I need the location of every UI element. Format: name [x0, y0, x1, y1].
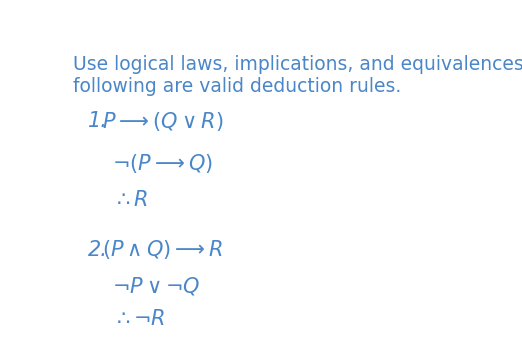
- Text: Use logical laws, implications, and equivalences to determine if the: Use logical laws, implications, and equi…: [73, 55, 522, 73]
- Text: $\therefore \neg R$: $\therefore \neg R$: [112, 310, 165, 329]
- Text: $(P \wedge Q) \longrightarrow R$: $(P \wedge Q) \longrightarrow R$: [102, 238, 223, 261]
- Text: $P \longrightarrow (Q \vee R)$: $P \longrightarrow (Q \vee R)$: [102, 110, 223, 133]
- Text: $\therefore R$: $\therefore R$: [112, 190, 148, 210]
- Text: $\neg P \vee \neg Q$: $\neg P \vee \neg Q$: [112, 275, 200, 297]
- Text: 2.: 2.: [88, 240, 108, 260]
- Text: 1.: 1.: [88, 111, 108, 131]
- Text: $\neg (P \longrightarrow Q)$: $\neg (P \longrightarrow Q)$: [112, 152, 213, 175]
- Text: following are valid deduction rules.: following are valid deduction rules.: [73, 77, 401, 96]
